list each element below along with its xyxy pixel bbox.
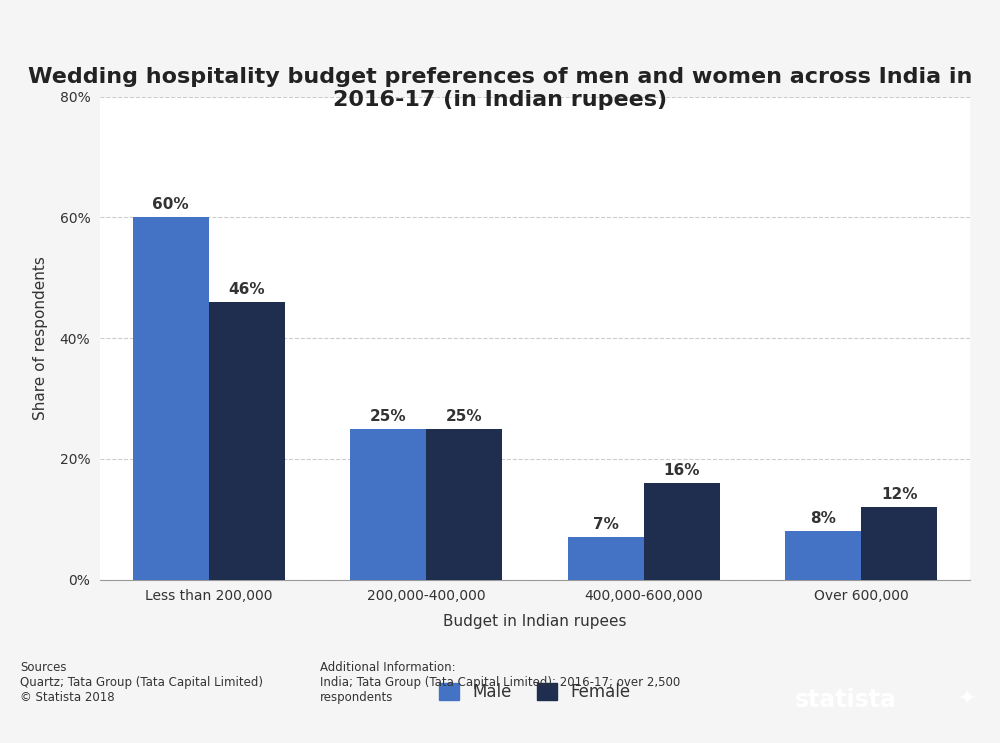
Bar (861, 507, 937, 580)
Legend: Male, Female: Male, Female (431, 675, 639, 710)
Text: 16%: 16% (664, 463, 700, 478)
Bar (785, 531, 861, 580)
Text: Wedding hospitality budget preferences of men and women across India in
2016-17 : Wedding hospitality budget preferences o… (28, 67, 972, 110)
Bar (426, 429, 502, 580)
Text: Additional Information:
India; Tata Group (Tata Capital Limited); 2016-17; over : Additional Information: India; Tata Grou… (320, 661, 680, 704)
Y-axis label: Share of respondents: Share of respondents (33, 256, 48, 420)
Bar (133, 217, 209, 580)
Text: statista: statista (795, 687, 897, 712)
Text: 25%: 25% (446, 409, 483, 424)
X-axis label: Budget in Indian rupees: Budget in Indian rupees (443, 614, 627, 629)
Text: 8%: 8% (810, 511, 836, 526)
Bar (568, 537, 644, 580)
Bar (209, 302, 285, 580)
Text: 7%: 7% (593, 517, 619, 533)
Bar (644, 483, 720, 580)
Text: 12%: 12% (881, 487, 918, 502)
Bar (350, 429, 426, 580)
Text: 25%: 25% (370, 409, 406, 424)
Text: Sources
Quartz; Tata Group (Tata Capital Limited)
© Statista 2018: Sources Quartz; Tata Group (Tata Capital… (20, 661, 263, 704)
Text: 60%: 60% (152, 198, 189, 212)
Text: ✦: ✦ (957, 690, 976, 710)
Text: 46%: 46% (228, 282, 265, 297)
